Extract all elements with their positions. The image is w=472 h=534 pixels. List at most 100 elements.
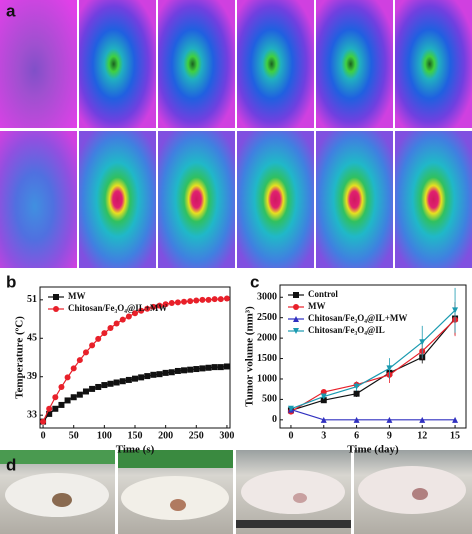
- y-tick-label: 33: [27, 409, 37, 420]
- thermal-image: [395, 0, 472, 128]
- marker: [199, 296, 206, 303]
- marker: [162, 301, 169, 308]
- marker: [187, 298, 194, 305]
- thermal-image: [158, 0, 235, 128]
- marker: [174, 299, 181, 306]
- y-tick-label: 1500: [257, 353, 277, 364]
- legend-label: Control: [308, 289, 338, 299]
- y-tick-label: 3000: [257, 292, 277, 303]
- glove: [0, 450, 115, 464]
- tumor: [412, 488, 428, 500]
- x-tick-label: 6: [354, 430, 359, 441]
- tumor: [293, 493, 307, 503]
- thermal-image: [0, 0, 77, 128]
- marker: [64, 374, 71, 381]
- thermal-image: [79, 0, 156, 128]
- marker: [101, 382, 108, 389]
- marker: [107, 380, 114, 387]
- x-tick-label: 0: [288, 430, 293, 441]
- marker: [174, 367, 181, 374]
- panel-label: b: [6, 272, 16, 291]
- y-tick-label: 0: [272, 414, 277, 425]
- series-line: [290, 409, 456, 421]
- marker: [353, 383, 360, 390]
- x-tick-label: 12: [417, 430, 427, 441]
- marker: [187, 366, 194, 373]
- marker: [199, 365, 206, 372]
- marker: [217, 364, 224, 371]
- x-tick-label: 3: [321, 430, 326, 441]
- marker: [132, 375, 138, 382]
- marker: [320, 393, 327, 400]
- marker: [138, 374, 145, 381]
- marker: [82, 388, 89, 395]
- marker: [287, 405, 294, 412]
- y-tick-label: 2000: [257, 332, 277, 343]
- marker: [353, 416, 360, 423]
- marker: [58, 383, 65, 390]
- y-tick-label: 500: [262, 394, 277, 405]
- marker: [107, 325, 114, 332]
- x-tick-label: 300: [219, 430, 234, 441]
- marker: [119, 378, 126, 385]
- thermal-image: [316, 131, 393, 268]
- legend-label: Chitosan/Fe₃O₄@IL: [308, 325, 385, 335]
- tumor: [170, 499, 186, 511]
- marker: [70, 394, 77, 401]
- thermal-image: [158, 131, 235, 268]
- marker: [89, 385, 96, 392]
- thermal-image: [79, 131, 156, 268]
- y-tick-label: 2500: [257, 312, 277, 323]
- marker: [211, 296, 218, 303]
- marker: [419, 339, 426, 346]
- marker: [211, 364, 218, 371]
- marker: [223, 363, 230, 370]
- marker: [168, 300, 175, 307]
- marker: [82, 349, 89, 356]
- legend-label: MW: [308, 301, 326, 311]
- marker: [386, 416, 393, 423]
- marker: [138, 307, 145, 314]
- mouse: [121, 476, 229, 520]
- marker: [58, 401, 65, 408]
- marker: [452, 307, 459, 314]
- mouse: [241, 470, 345, 514]
- series-line: [42, 297, 227, 422]
- marker: [217, 296, 224, 303]
- x-tick-label: 0: [41, 430, 46, 441]
- thermal-image: [237, 0, 314, 128]
- marker: [95, 335, 102, 342]
- marker: [119, 316, 126, 323]
- y-axis-label: Temperature (ºC): [14, 316, 26, 399]
- marker: [46, 405, 53, 412]
- thermal-image: [237, 131, 314, 268]
- marker: [89, 342, 96, 349]
- marker: [162, 369, 169, 376]
- marker: [64, 397, 71, 404]
- marker: [419, 416, 426, 423]
- x-tick-label: 50: [69, 430, 79, 441]
- x-tick-label: 9: [387, 430, 392, 441]
- marker: [113, 320, 120, 327]
- marker: [320, 416, 327, 423]
- y-axis-label: Tumor volume (mm³): [244, 306, 256, 407]
- marker: [320, 397, 327, 404]
- marker: [150, 303, 157, 310]
- panel-label: c: [250, 272, 259, 291]
- x-tick-label: 150: [128, 430, 143, 441]
- y-tick-label: 39: [27, 371, 37, 382]
- marker: [46, 410, 53, 417]
- series-line: [290, 319, 456, 413]
- marker: [205, 364, 212, 371]
- legend-marker: [53, 306, 59, 312]
- marker: [193, 366, 200, 373]
- marker: [156, 371, 163, 378]
- y-tick-label: 51: [27, 294, 37, 305]
- mouse-photos: [0, 450, 472, 534]
- marker: [452, 416, 459, 423]
- marker: [181, 367, 188, 374]
- series-line: [290, 318, 456, 412]
- thermal-image: [316, 0, 393, 128]
- marker: [76, 391, 83, 398]
